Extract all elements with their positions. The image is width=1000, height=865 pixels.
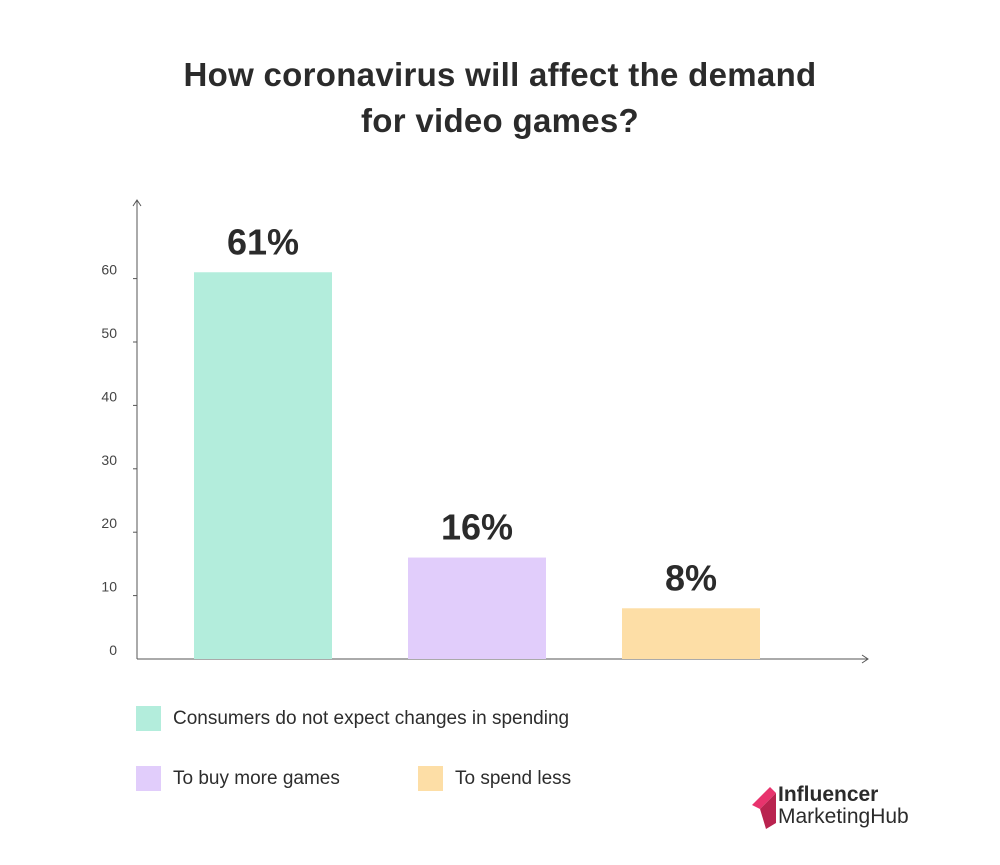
legend-swatch-buy-more [136, 766, 161, 791]
bar-chart: 0 10 20 30 40 50 60 61% 16% 8% [101, 199, 869, 664]
logo-text-marketinghub: MarketingHub [778, 805, 909, 828]
logo-text-influencer: Influencer [778, 783, 879, 806]
legend-swatch-spend-less [418, 766, 443, 791]
chart-title-line1: How coronavirus will affect the demand [183, 56, 817, 93]
legend-item-spend-less: To spend less [418, 766, 571, 791]
chart-title: How coronavirus will affect the demand f… [0, 52, 1000, 144]
y-tick-label: 60 [101, 262, 117, 278]
y-tick-label: 40 [101, 388, 117, 404]
y-tick-label: 30 [101, 452, 117, 468]
bar-value-label: 16% [441, 507, 513, 548]
bar-value-label: 8% [665, 557, 717, 598]
influencer-marketing-hub-logo: Influencer MarketingHub [750, 783, 980, 833]
legend-item-buy-more: To buy more games [136, 766, 340, 791]
y-tick-label: 20 [101, 515, 117, 531]
bar [622, 608, 760, 659]
legend-label-buy-more: To buy more games [173, 767, 340, 789]
x-axis-arrow-icon [861, 654, 869, 664]
bar [194, 272, 332, 659]
legend-label-spend-less: To spend less [455, 767, 572, 789]
chart-title-line2: for video games? [360, 102, 640, 139]
y-tick-label: 50 [101, 325, 117, 341]
y-axis-arrow-icon [132, 199, 142, 207]
y-tick-label: 0 [109, 642, 117, 658]
legend-swatch-no-change [136, 706, 161, 731]
bar [408, 557, 546, 659]
y-tick-label: 10 [101, 579, 117, 595]
legend-item-no-change: Consumers do not expect changes in spend… [136, 706, 569, 731]
bar-value-label: 61% [227, 221, 299, 262]
logo-mark-icon [752, 787, 776, 829]
legend-label-no-change: Consumers do not expect changes in spend… [173, 707, 570, 729]
